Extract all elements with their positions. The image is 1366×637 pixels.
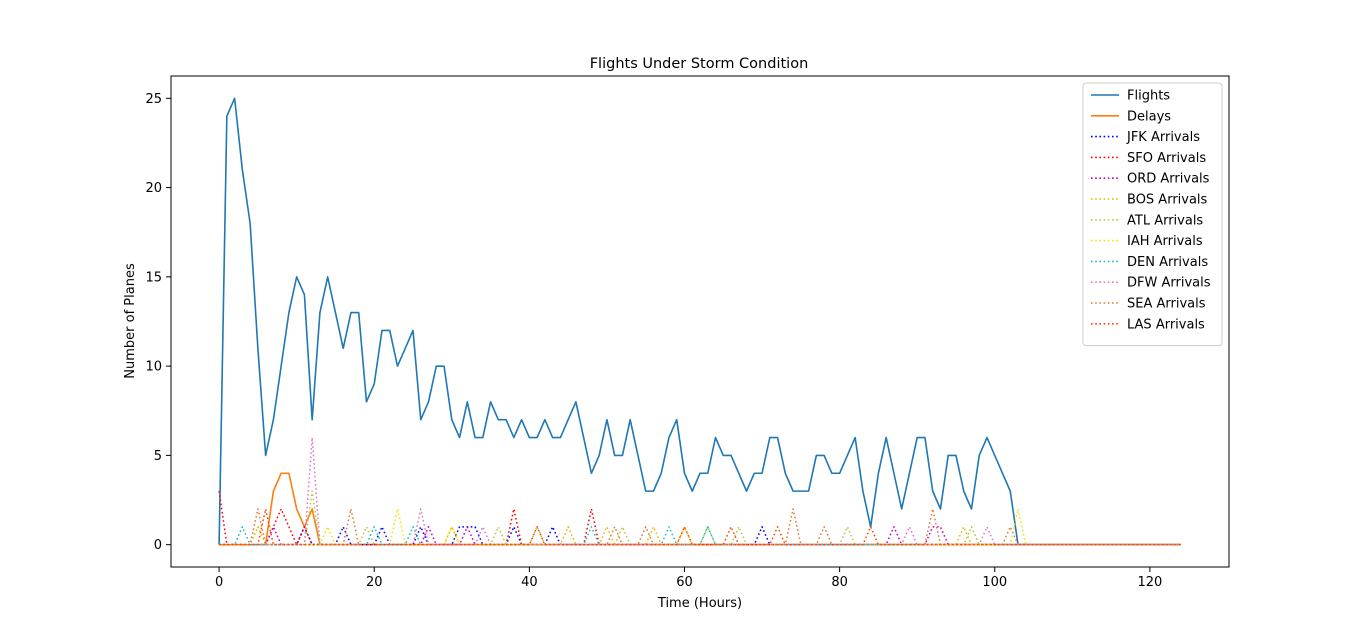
y-axis: 0 5 10 15 20 25 <box>145 92 171 553</box>
legend-label-bos-arrivals: BOS Arrivals <box>1127 193 1208 208</box>
legend-label-flights: Flights <box>1127 89 1170 104</box>
x-tick-label: 120 <box>1137 575 1162 590</box>
plot-frame <box>170 75 1230 568</box>
x-tick-label: 20 <box>366 575 383 590</box>
legend-label-atl-arrivals: ATL Arrivals <box>1127 213 1203 228</box>
x-tick-label: 100 <box>982 575 1007 590</box>
plot-area <box>218 97 1181 546</box>
x-axis-label: Time (Hours) <box>657 596 742 611</box>
series-line-las-arrivals <box>219 508 1181 546</box>
x-tick-label: 60 <box>676 575 693 590</box>
legend: Flights Delays JFK Arrivals SFO Arrivals ORD… <box>1082 82 1223 347</box>
y-tick-label: 0 <box>154 538 162 553</box>
y-axis-label: Number of Planes <box>123 263 138 379</box>
legend-label-las-arrivals: LAS Arrivals <box>1127 317 1205 332</box>
series-line-sfo-arrivals <box>218 491 1181 546</box>
legend-label-delays: Delays <box>1127 109 1171 124</box>
legend-label-iah-arrivals: IAH Arrivals <box>1127 234 1203 249</box>
legend-label-ord-arrivals: ORD Arrivals <box>1127 172 1210 187</box>
legend-label-jfk-arrivals: JFK Arrivals <box>1126 130 1200 145</box>
x-axis: 0 20 40 60 80 100 120 <box>215 567 1162 590</box>
legend-label-sfo-arrivals: SFO Arrivals <box>1127 151 1206 166</box>
legend-label-dfw-arrivals: DFW Arrivals <box>1127 276 1211 291</box>
series-line-ord-arrivals <box>219 526 1181 546</box>
legend-label-den-arrivals: DEN Arrivals <box>1127 255 1208 270</box>
y-tick-label: 5 <box>154 449 162 464</box>
y-tick-label: 20 <box>145 181 162 196</box>
y-tick-label: 25 <box>145 92 162 107</box>
chart-title: Flights Under Storm Condition <box>590 56 809 72</box>
y-tick-label: 10 <box>145 360 162 375</box>
x-tick-label: 0 <box>215 575 223 590</box>
y-tick-label: 15 <box>145 270 162 285</box>
x-tick-label: 40 <box>521 575 538 590</box>
legend-label-sea-arrivals: SEA Arrivals <box>1127 297 1206 312</box>
x-tick-label: 80 <box>831 575 848 590</box>
series-line-flights <box>218 97 1181 546</box>
legend-box <box>1082 82 1223 347</box>
